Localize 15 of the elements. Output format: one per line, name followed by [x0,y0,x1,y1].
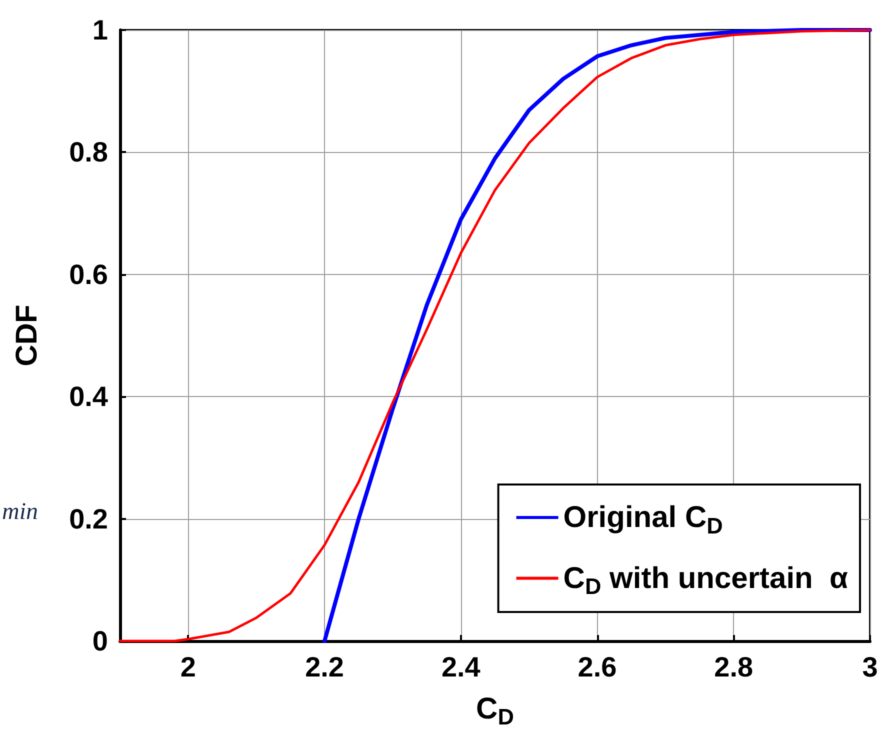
y-tick-label: 0 [92,626,108,656]
x-tick-label: 2.4 [441,652,481,682]
x-tick-label: 2.6 [578,652,617,682]
x-tick-label: 2.8 [714,652,754,682]
y-axis-title: CDF [10,304,44,366]
x-tick-label: 2.2 [305,652,344,682]
line-series [118,28,872,642]
y-tick-label: 0.8 [69,136,108,168]
y-tick-label: 0.6 [69,258,108,290]
y-tick-label: 1 [92,14,108,46]
text: min [2,499,38,525]
x-tick-label: 3 [862,652,878,682]
y-tick-label: 0.4 [69,381,108,412]
y-tick-label: 0.2 [69,503,108,534]
x-tick-label: 2 [180,652,196,682]
